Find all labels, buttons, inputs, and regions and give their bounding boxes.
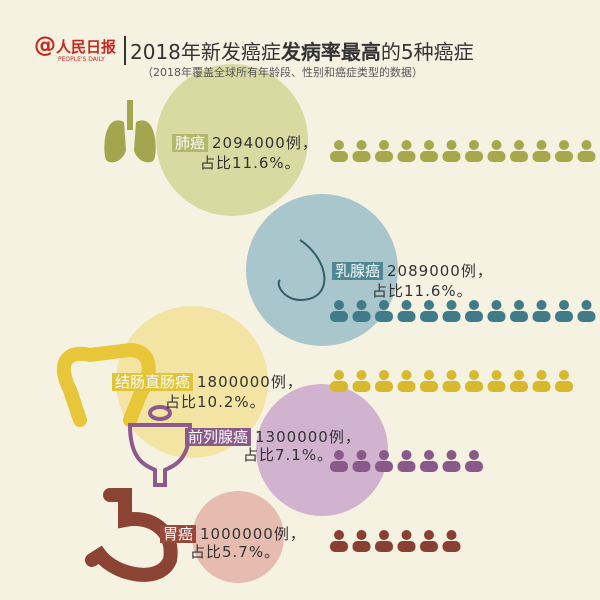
person-icon [330,530,348,552]
title-part: 的5种癌症 [380,40,474,64]
person-icon [510,300,528,322]
people-icons [330,140,596,552]
share: 占比7.1%。 [243,446,334,464]
cancer-name: 胃癌 [160,525,197,543]
cancer-name: 前列腺癌 [185,428,252,446]
lung-circle [156,64,308,216]
prostate-icon [127,405,193,487]
cancer-name: 乳腺癌 [332,262,384,280]
person-icon [555,140,573,162]
person-icon [420,140,438,162]
person-icon [442,530,461,552]
case-count: 2089000例， [387,262,493,280]
person-icon [577,300,596,322]
person-icon [487,300,506,322]
person-icon [397,530,416,552]
person-icon [442,450,461,472]
logo-text: 人民日报 [56,38,117,56]
person-icon [375,450,393,472]
case-count: 1800000例， [197,373,303,391]
person-icon [442,140,461,162]
breast-icon [277,239,326,302]
person-icon [397,300,416,322]
person-icon [352,300,371,322]
person-icon [420,530,438,552]
person-icon [352,530,371,552]
person-icon [375,140,393,162]
person-icon [555,370,573,392]
stomach-icon [85,488,178,582]
item-line: 肺癌 2094000例， [172,132,318,153]
person-icon [465,450,483,472]
person-icon [375,300,393,322]
person-icon [510,140,528,162]
person-icon [487,140,506,162]
cancer-name: 肺癌 [172,134,209,152]
title-bold: 发病率最高 [280,40,381,64]
person-icon [330,450,348,472]
person-icon [375,530,393,552]
item-line: 乳腺癌 2089000例， [332,260,493,281]
title-part: 2018年新发癌症 [130,40,281,64]
case-count: 2094000例， [212,134,318,152]
person-icon [352,140,371,162]
share: 占比5.7%。 [190,543,281,561]
person-icon [555,300,573,322]
person-icon [577,140,596,162]
person-icon [442,370,461,392]
item-line: 胃癌 1000000例， [160,523,306,544]
person-icon [352,370,371,392]
person-icon [352,450,371,472]
person-icon [510,370,528,392]
person-icon [330,370,348,392]
stomach-circle [192,491,284,583]
person-icon [397,140,416,162]
person-icon [442,300,461,322]
person-icon [330,140,348,162]
person-icon [465,370,483,392]
person-icon [532,300,551,322]
person-icon [465,300,483,322]
subtitle: （2018年覆盖全球所有年龄段、性别和癌症类型的数据） [142,66,423,79]
item-line: 结肠直肠癌 1800000例， [112,371,303,392]
person-icon [532,140,551,162]
prostate-circle [256,384,388,516]
logo-sub: PEOPLE'S DAILY [58,56,105,63]
person-icon [375,370,393,392]
person-icon [397,370,416,392]
item-line: 前列腺癌 1300000例， [185,426,361,447]
share: 占比10.2%。 [165,393,266,411]
logo: @人民日报 [34,33,117,58]
person-icon [420,450,438,472]
person-icon [532,370,551,392]
title: 2018年新发癌症发病率最高的5种癌症 [124,36,474,65]
person-icon [420,370,438,392]
lung-icon [104,100,156,163]
share: 占比11.6%。 [200,154,301,172]
person-icon [465,140,483,162]
person-icon [420,300,438,322]
person-icon [487,370,506,392]
share: 占比11.6%。 [372,282,473,300]
person-icon [330,300,348,322]
cancer-name: 结肠直肠癌 [112,373,194,391]
case-count: 1000000例， [200,525,306,543]
case-count: 1300000例， [255,428,361,446]
person-icon [397,450,416,472]
